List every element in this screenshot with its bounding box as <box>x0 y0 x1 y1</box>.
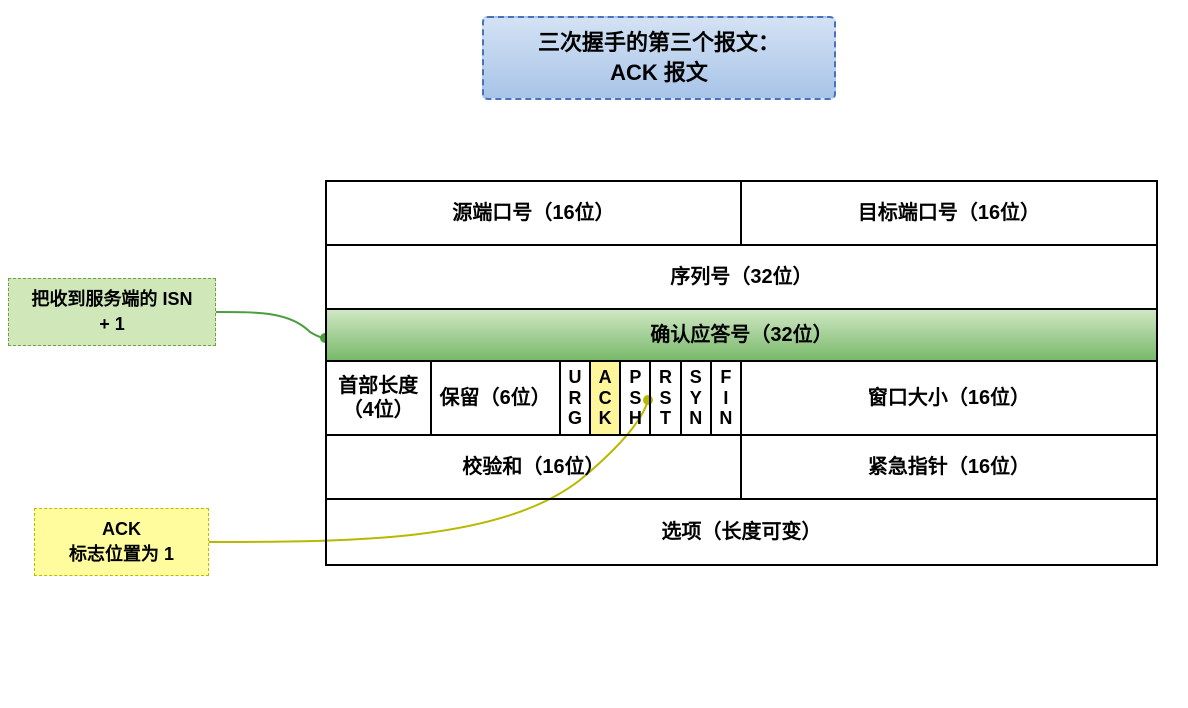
field-dst-port: 目标端口号（16位） <box>742 182 1156 244</box>
tcp-packet-diagram: 源端口号（16位） 目标端口号（16位） 序列号（32位） 确认应答号（32位）… <box>325 180 1158 566</box>
flag-psh: P S H <box>621 362 651 434</box>
callout-green-line1: 把收到服务端的 ISN <box>31 287 192 312</box>
callout-yellow-line1: ACK <box>102 517 141 542</box>
title-line1: 三次握手的第三个报文： <box>538 28 780 58</box>
field-seq: 序列号（32位） <box>327 246 1156 308</box>
callout-yellow-line2: 标志位置为 1 <box>69 542 174 567</box>
title-box: 三次握手的第三个报文： ACK 报文 <box>482 16 836 100</box>
callout-ack-flag: ACK 标志位置为 1 <box>34 508 209 576</box>
field-window: 窗口大小（16位） <box>742 362 1156 434</box>
callout-green-line2: + 1 <box>99 312 125 337</box>
hdr-len-l2: （4位） <box>343 398 414 422</box>
row-ports: 源端口号（16位） 目标端口号（16位） <box>327 182 1156 246</box>
hdr-len-l1: 首部长度 <box>338 374 418 398</box>
row-ack: 确认应答号（32位） <box>327 310 1156 362</box>
flags-wrap: U R G A C K P S H R S T S Y N <box>561 362 742 434</box>
flag-syn: S Y N <box>682 362 712 434</box>
field-urgent: 紧急指针（16位） <box>742 436 1156 498</box>
field-options: 选项（长度可变） <box>327 500 1156 564</box>
flag-urg: U R G <box>561 362 591 434</box>
callout-isn-plus-1: 把收到服务端的 ISN + 1 <box>8 278 216 346</box>
row-flags: 首部长度 （4位） 保留（6位） U R G A C K P S H R S <box>327 362 1156 436</box>
field-ack: 确认应答号（32位） <box>327 310 1156 360</box>
field-reserved: 保留（6位） <box>432 362 561 434</box>
field-src-port: 源端口号（16位） <box>327 182 742 244</box>
row-options: 选项（长度可变） <box>327 500 1156 564</box>
flag-fin: F I N <box>712 362 740 434</box>
flag-rst: R S T <box>651 362 681 434</box>
field-hdr-len: 首部长度 （4位） <box>327 362 432 434</box>
field-checksum: 校验和（16位） <box>327 436 742 498</box>
flag-ack: A C K <box>591 362 621 434</box>
title-line2: ACK 报文 <box>610 58 708 88</box>
row-checksum-urgent: 校验和（16位） 紧急指针（16位） <box>327 436 1156 500</box>
row-seq: 序列号（32位） <box>327 246 1156 310</box>
